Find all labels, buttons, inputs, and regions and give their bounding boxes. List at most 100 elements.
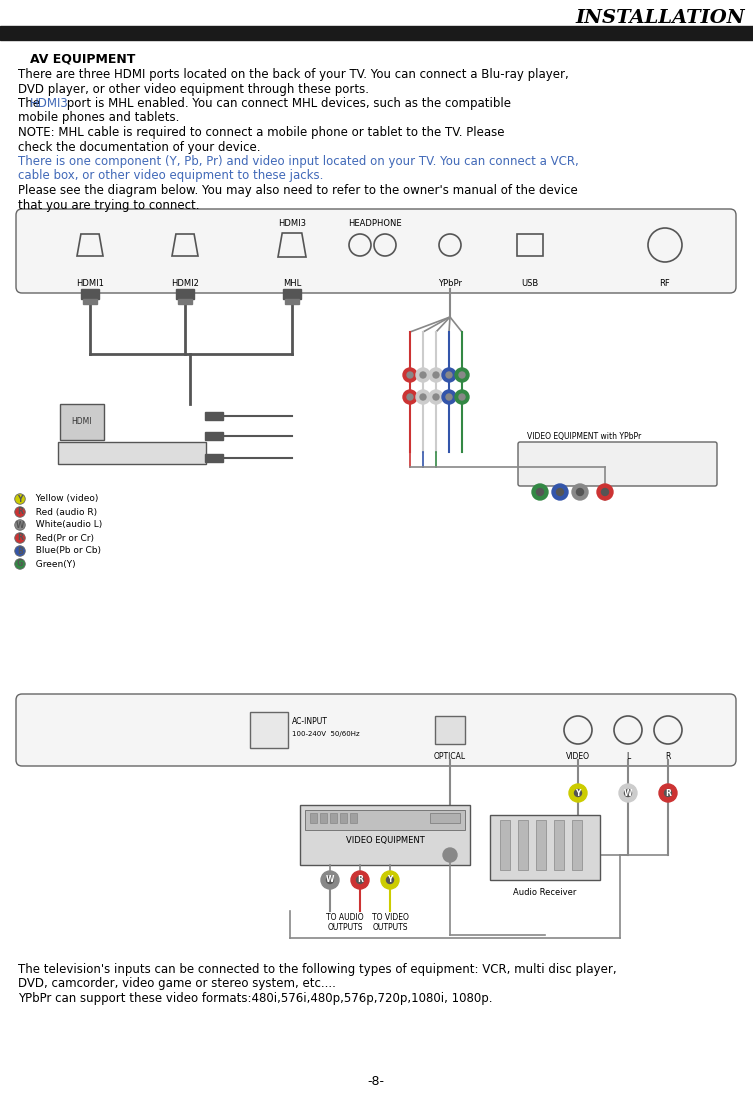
Text: Red (audio R): Red (audio R)	[30, 507, 97, 517]
Text: Red(Pr or Cr): Red(Pr or Cr)	[30, 533, 94, 542]
Circle shape	[429, 390, 443, 404]
Text: DVD, camcorder, video game or stereo system, etc....: DVD, camcorder, video game or stereo sys…	[18, 978, 336, 991]
Text: -8-: -8-	[367, 1075, 385, 1088]
Text: HDMI: HDMI	[72, 417, 93, 426]
Bar	[340, 812, 347, 823]
Text: INSTALLATION: INSTALLATION	[575, 9, 745, 27]
Circle shape	[442, 390, 456, 404]
Text: NOTE: MHL cable is required to connect a mobile phone or tablet to the TV. Pleas: NOTE: MHL cable is required to connect a…	[18, 126, 505, 139]
Text: MHL: MHL	[283, 279, 301, 288]
Bar	[518, 820, 528, 871]
Bar	[572, 820, 582, 871]
Bar	[205, 433, 223, 440]
Circle shape	[597, 484, 613, 500]
Circle shape	[455, 368, 469, 382]
Text: B: B	[17, 546, 23, 555]
Text: check the documentation of your device.: check the documentation of your device.	[18, 140, 261, 153]
Circle shape	[619, 784, 637, 802]
Bar	[435, 716, 465, 744]
Text: Y: Y	[17, 495, 23, 504]
Text: W: W	[16, 520, 24, 530]
Circle shape	[407, 372, 413, 378]
Bar	[330, 812, 337, 823]
Circle shape	[443, 848, 457, 862]
Bar	[300, 805, 470, 865]
Text: TO VIDEO
OUTPUTS: TO VIDEO OUTPUTS	[371, 913, 408, 933]
Text: L: L	[626, 752, 630, 761]
Bar	[58, 442, 206, 464]
Bar	[517, 234, 543, 256]
Circle shape	[386, 876, 394, 884]
Circle shape	[602, 488, 608, 496]
Circle shape	[351, 871, 369, 889]
Bar	[250, 712, 288, 748]
Bar	[320, 812, 327, 823]
Bar	[60, 404, 104, 440]
Circle shape	[569, 784, 587, 802]
Circle shape	[446, 372, 452, 378]
Text: mobile phones and tablets.: mobile phones and tablets.	[18, 112, 179, 125]
Text: Audio Receiver: Audio Receiver	[514, 888, 577, 897]
Text: DVD player, or other video equipment through these ports.: DVD player, or other video equipment thr…	[18, 82, 369, 95]
Text: The: The	[18, 97, 44, 110]
Text: port is MHL enabled. You can connect MHL devices, such as the compatible: port is MHL enabled. You can connect MHL…	[63, 97, 511, 110]
Text: OPTICAL: OPTICAL	[434, 752, 466, 761]
Text: R: R	[17, 507, 23, 517]
Circle shape	[455, 390, 469, 404]
Circle shape	[327, 876, 334, 884]
Circle shape	[624, 789, 632, 796]
Text: R: R	[666, 752, 671, 761]
Circle shape	[659, 784, 677, 802]
Text: 100-240V  50/60Hz: 100-240V 50/60Hz	[292, 731, 360, 737]
Bar	[350, 812, 357, 823]
Text: cable box, or other video equipment to these jacks.: cable box, or other video equipment to t…	[18, 170, 323, 183]
Text: White(audio L): White(audio L)	[30, 520, 102, 530]
Bar	[430, 812, 460, 823]
Text: YPbPr can support these video formats:480i,576i,480p,576p,720p,1080i, 1080p.: YPbPr can support these video formats:48…	[18, 992, 492, 1005]
Circle shape	[446, 394, 452, 400]
Bar	[310, 812, 317, 823]
Circle shape	[664, 789, 672, 796]
Text: TO AUDIO
OUTPUTS: TO AUDIO OUTPUTS	[326, 913, 364, 933]
Text: R: R	[665, 788, 671, 797]
Text: R: R	[357, 876, 363, 885]
Bar	[554, 820, 564, 871]
Text: VIDEO EQUIPMENT with YPbPr: VIDEO EQUIPMENT with YPbPr	[527, 433, 642, 441]
Text: HDMI2: HDMI2	[171, 279, 199, 288]
Circle shape	[536, 488, 544, 496]
Bar	[205, 454, 223, 462]
FancyBboxPatch shape	[518, 442, 717, 486]
Bar	[283, 289, 301, 299]
Circle shape	[420, 394, 426, 400]
Bar	[81, 289, 99, 299]
Bar	[178, 299, 192, 304]
Circle shape	[577, 488, 584, 496]
Text: The television's inputs can be connected to the following types of equipment: VC: The television's inputs can be connected…	[18, 963, 617, 976]
Bar	[205, 412, 223, 420]
Text: VIDEO: VIDEO	[566, 752, 590, 761]
Text: AC-INPUT: AC-INPUT	[292, 717, 328, 726]
Text: HDMI3: HDMI3	[278, 219, 306, 228]
Circle shape	[442, 368, 456, 382]
Bar	[0, 26, 753, 41]
Text: W: W	[623, 788, 633, 797]
Text: HDMI1: HDMI1	[76, 279, 104, 288]
FancyBboxPatch shape	[16, 209, 736, 293]
Bar	[176, 289, 194, 299]
Circle shape	[356, 876, 364, 884]
Text: RF: RF	[660, 279, 670, 288]
Circle shape	[429, 368, 443, 382]
Bar	[83, 299, 97, 304]
Text: AV EQUIPMENT: AV EQUIPMENT	[30, 51, 136, 65]
Circle shape	[556, 488, 563, 496]
Text: There is one component (Y, Pb, Pr) and video input located on your TV. You can c: There is one component (Y, Pb, Pr) and v…	[18, 155, 579, 168]
Circle shape	[403, 368, 417, 382]
Text: USB: USB	[521, 279, 538, 288]
Circle shape	[433, 394, 439, 400]
FancyBboxPatch shape	[16, 694, 736, 766]
Text: R: R	[17, 533, 23, 542]
Circle shape	[572, 484, 588, 500]
Circle shape	[433, 372, 439, 378]
Bar	[305, 810, 465, 830]
Circle shape	[403, 390, 417, 404]
